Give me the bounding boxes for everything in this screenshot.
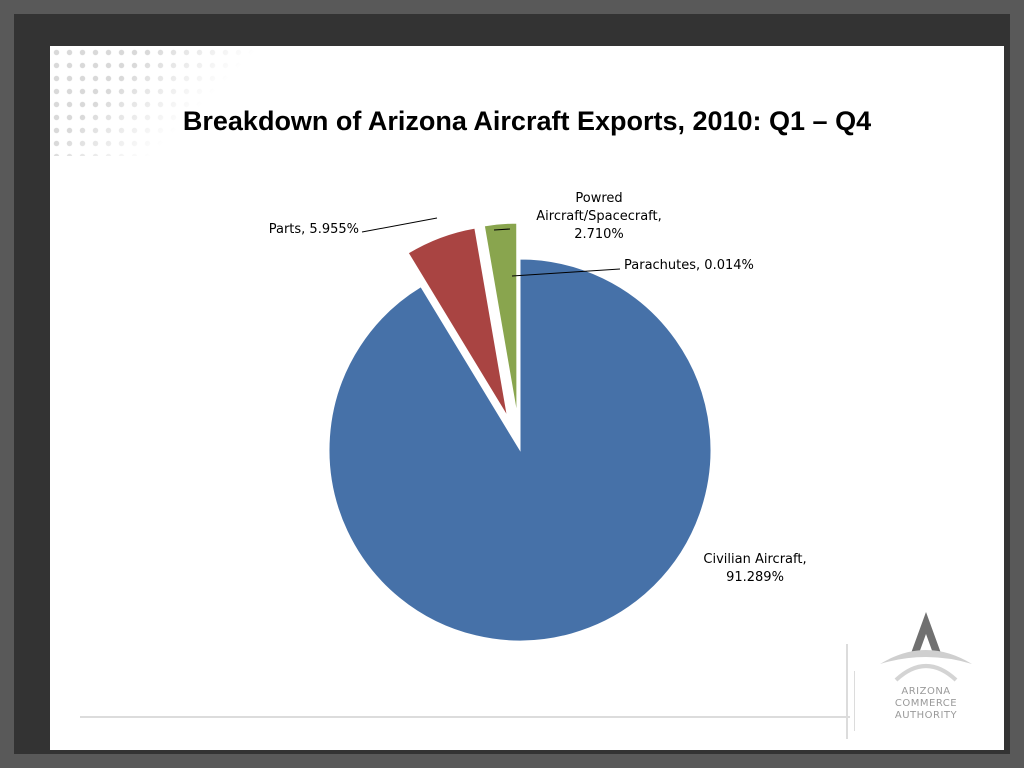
slide-frame: Breakdown of Arizona Aircraft Exports, 2… <box>14 14 1010 754</box>
slide: Breakdown of Arizona Aircraft Exports, 2… <box>50 46 1004 750</box>
logo-divider-vertical-2 <box>854 671 855 731</box>
logo-divider-vertical <box>846 644 848 739</box>
logo-text: ARIZONA COMMERCE AUTHORITY <box>876 686 976 722</box>
pie-chart: Civilian Aircraft, 91.289% Parts, 5.955% Po… <box>269 191 807 642</box>
logo-text-line-1: ARIZONA <box>901 686 951 697</box>
data-label-parts: Parts, 5.955% <box>269 222 359 237</box>
footer-divider-line <box>80 716 850 718</box>
logo-text-line-2: COMMERCE <box>894 698 958 709</box>
pie-slice-parts <box>407 227 508 417</box>
arizona-commerce-authority-logo-icon <box>880 612 972 682</box>
leader-line-parachutes <box>511 268 621 277</box>
data-label-parachutes: Parachutes, 0.014% <box>624 258 754 273</box>
leader-line-parts <box>361 217 438 233</box>
leader-line-powred-aircraft-spacecraft <box>493 228 511 231</box>
pie-slice-powred-aircraft-spacecraft <box>483 222 518 415</box>
decorative-dot-pattern <box>50 46 280 156</box>
chart-title: Breakdown of Arizona Aircraft Exports, 2… <box>182 106 872 136</box>
pie-slice-civilian-aircraft <box>328 258 712 642</box>
logo-text-line-3: AUTHORITY <box>894 710 958 721</box>
data-label-civilian-aircraft: Civilian Aircraft, 91.289% <box>703 552 806 585</box>
data-label-powred-aircraft-spacecraft: Powred Aircraft/Spacecraft, 2.710% <box>536 191 662 242</box>
